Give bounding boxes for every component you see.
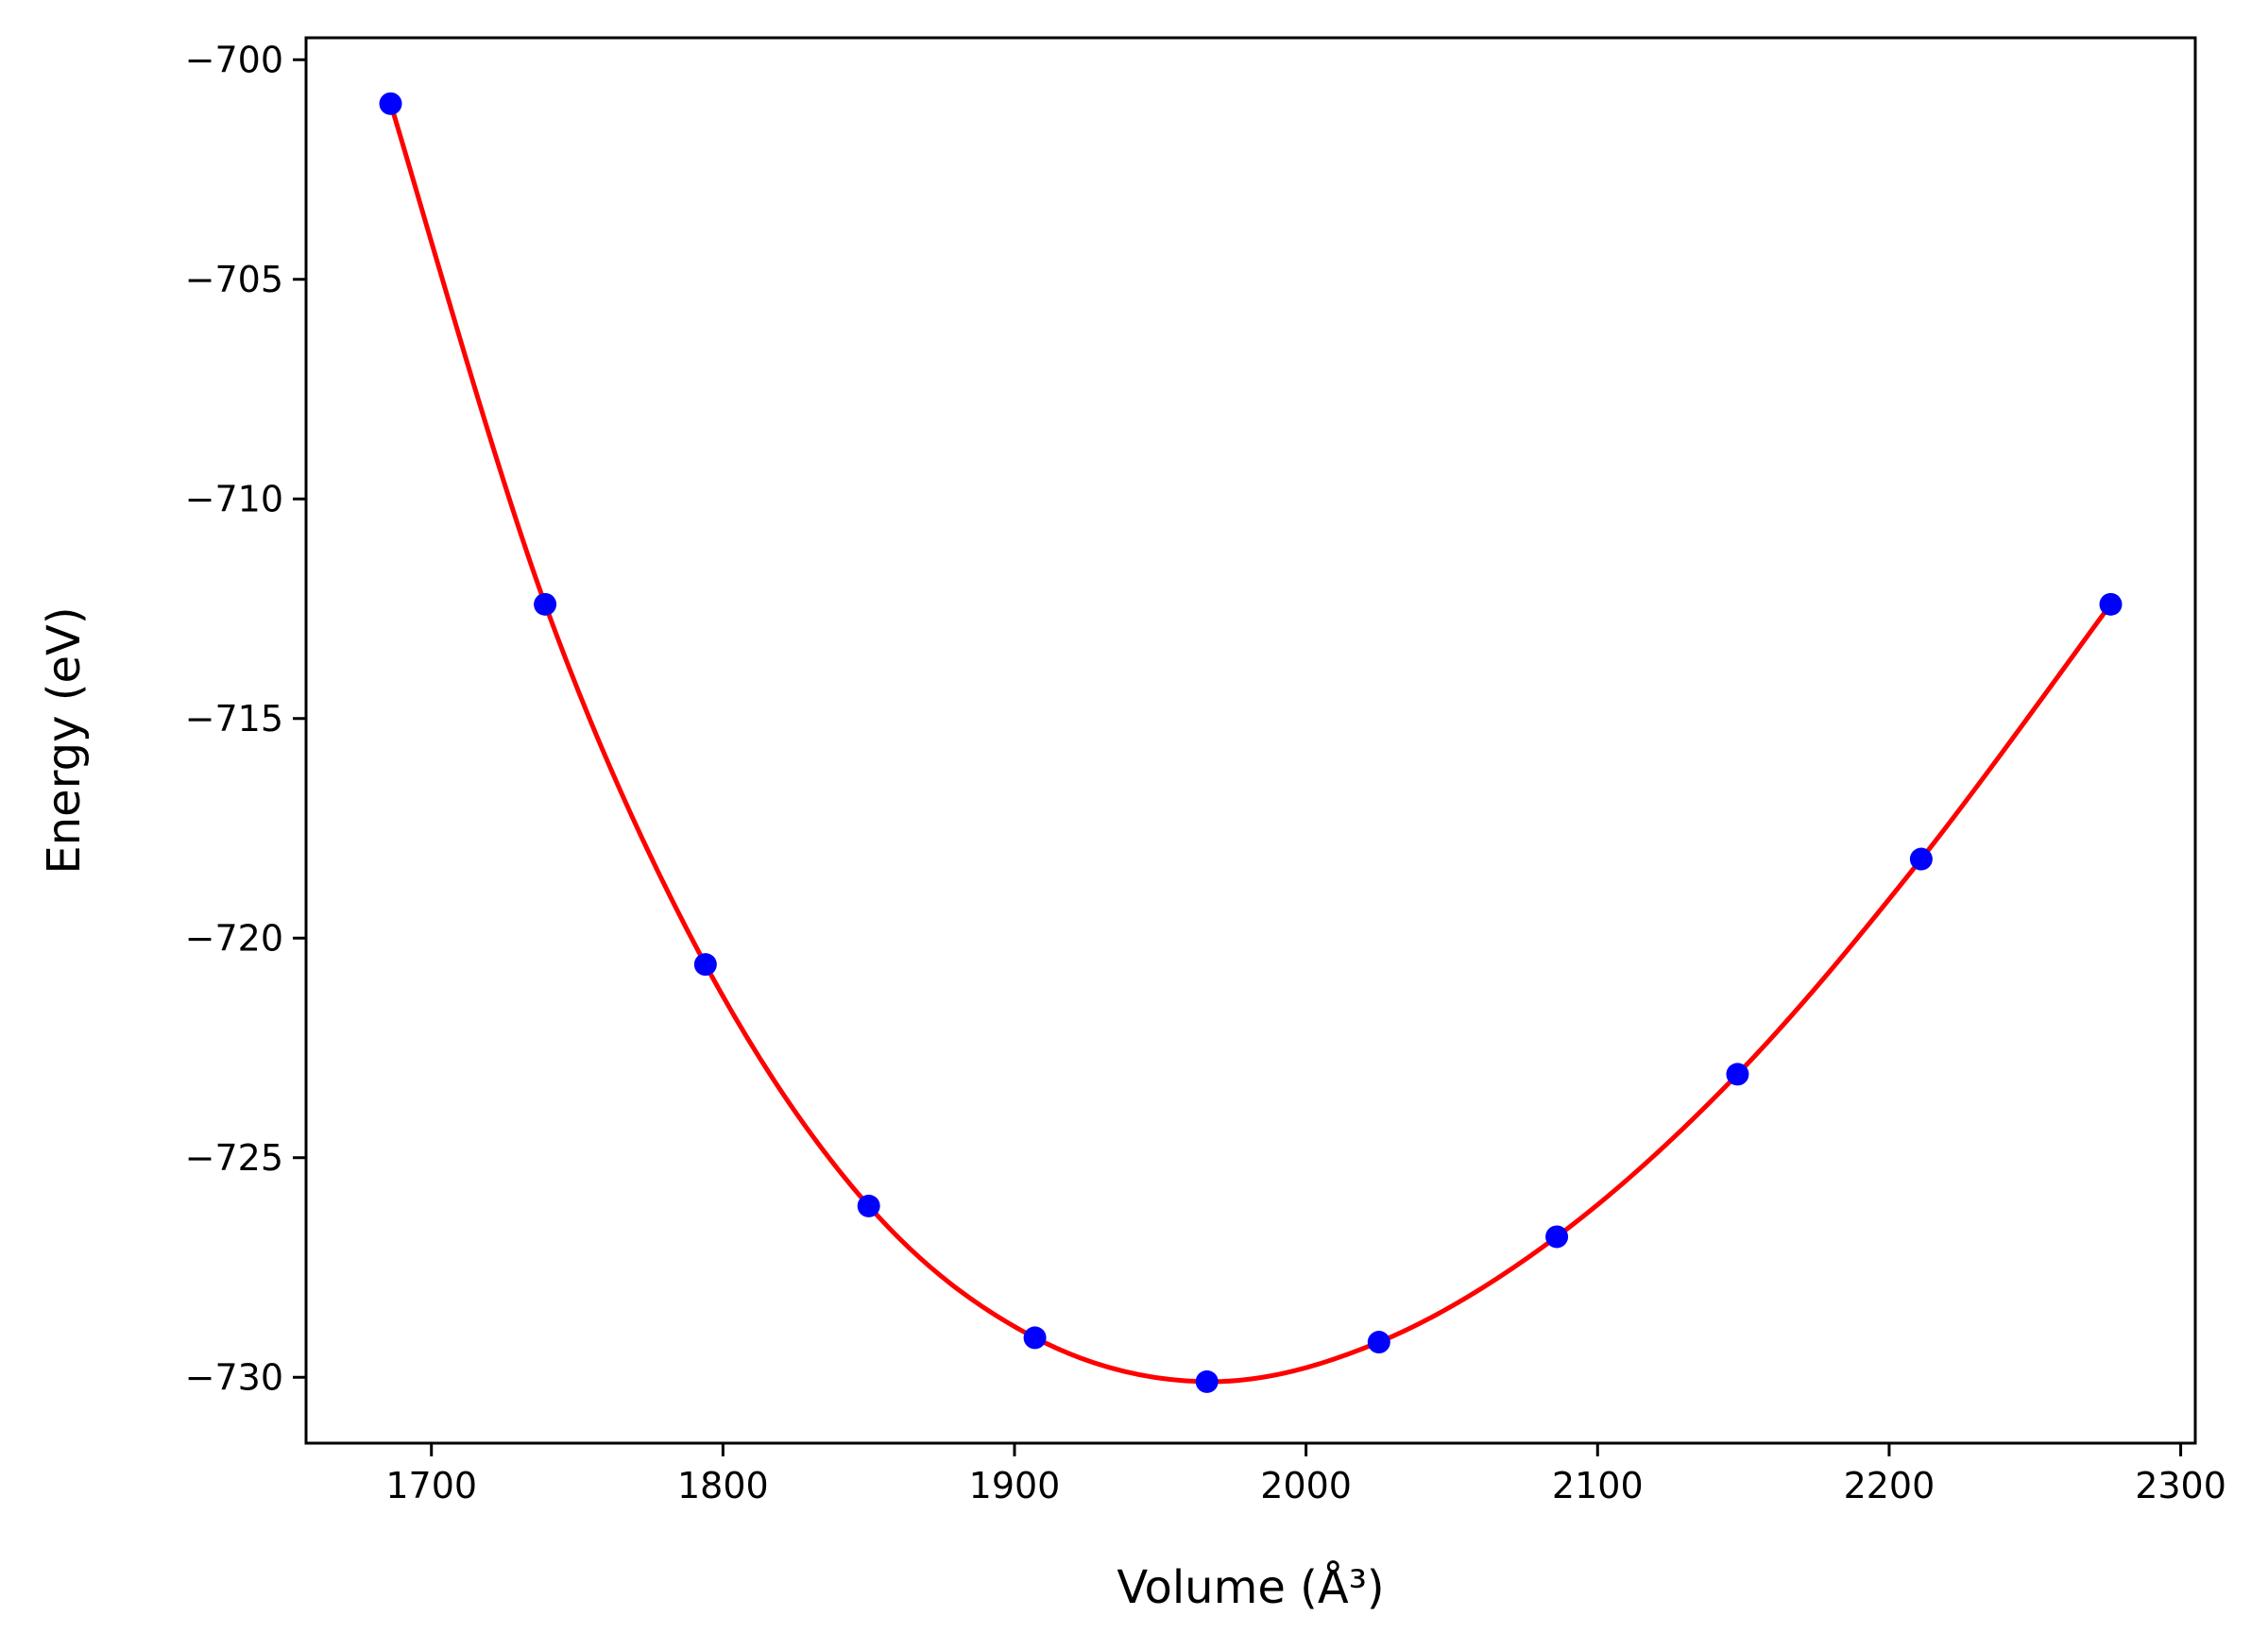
y-axis-label: Energy (eV) <box>38 606 91 874</box>
y-tick-label: −725 <box>185 1137 283 1179</box>
data-point <box>1545 1225 1569 1249</box>
plot-area <box>379 92 2123 1393</box>
axes-frame <box>304 36 2197 1445</box>
y-tick-label: −700 <box>185 39 283 80</box>
x-tick-label: 1900 <box>969 1465 1061 1506</box>
data-point <box>1909 847 1933 871</box>
data-point <box>534 592 557 616</box>
data-point <box>1195 1369 1219 1393</box>
y-tick-label: −720 <box>185 917 283 959</box>
x-tick-label: 2000 <box>1260 1465 1352 1506</box>
data-point <box>2099 592 2123 616</box>
data-point <box>1726 1063 1749 1086</box>
y-tick-label: −730 <box>185 1356 283 1398</box>
x-tick-label: 2100 <box>1552 1465 1644 1506</box>
y-tick-label: −715 <box>185 698 283 740</box>
data-point <box>379 92 402 115</box>
x-tick-label: 1700 <box>385 1465 477 1506</box>
x-tick-label: 1800 <box>677 1465 769 1506</box>
data-point <box>1023 1326 1047 1350</box>
x-tick-label: 2300 <box>2135 1465 2226 1506</box>
data-point <box>693 953 717 977</box>
x-tick-label: 2200 <box>1844 1465 1935 1506</box>
y-tick-label: −705 <box>185 259 283 300</box>
axis-ticks: 1700 1800 1900 2000 2100 2200 2300 −700 −705 −710… <box>185 39 2226 1506</box>
fit-curve <box>388 103 2113 1385</box>
data-point <box>857 1194 880 1217</box>
y-tick-label: −710 <box>185 478 283 519</box>
data-point <box>1367 1331 1390 1354</box>
x-axis-label: Volume (Å³) <box>1117 1560 1384 1614</box>
